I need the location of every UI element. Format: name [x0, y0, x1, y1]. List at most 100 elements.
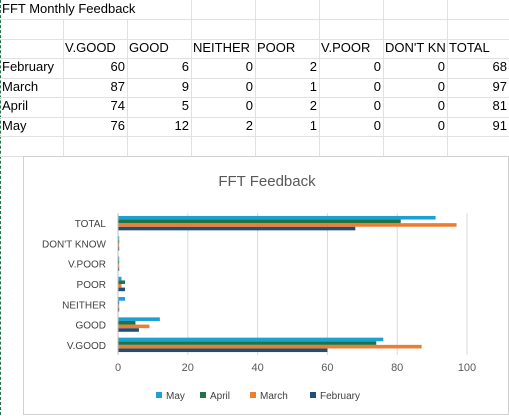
data-cell[interactable]: 1 [309, 118, 317, 133]
data-cell[interactable]: 0 [437, 98, 445, 113]
gridline-horizontal [0, 117, 509, 118]
bar [118, 341, 377, 345]
legend-swatch [310, 392, 316, 398]
row-label-cell[interactable]: April [2, 98, 29, 113]
x-tick-label: 100 [458, 362, 476, 374]
chart-title: FFT Feedback [218, 173, 316, 190]
bar [118, 226, 356, 231]
gridline-horizontal [0, 39, 509, 40]
bar [118, 344, 422, 349]
data-cell[interactable]: 60 [110, 59, 125, 74]
data-cell[interactable]: 0 [373, 98, 381, 113]
gridline-horizontal [0, 78, 509, 79]
column-header-cell[interactable]: V.GOOD [65, 40, 116, 55]
bar [118, 239, 120, 244]
x-tick-label: 40 [251, 362, 263, 374]
data-cell[interactable]: 6 [181, 59, 189, 74]
bar [118, 300, 120, 305]
data-cell[interactable]: 0 [437, 59, 445, 74]
bar [118, 337, 384, 342]
data-cell[interactable]: 0 [373, 59, 381, 74]
y-category-label: GOOD [75, 321, 106, 332]
bar [118, 243, 120, 248]
data-cell[interactable]: 91 [492, 118, 507, 133]
legend-swatch [156, 392, 162, 398]
column-header-cell[interactable]: TOTAL [449, 40, 490, 55]
data-cell[interactable]: 0 [437, 118, 445, 133]
column-header-cell[interactable]: POOR [257, 40, 296, 55]
data-cell[interactable]: 5 [181, 98, 189, 113]
y-category-label: POOR [77, 280, 106, 291]
bar [118, 348, 328, 353]
legend-label: April [210, 391, 230, 402]
row-label-cell[interactable]: May [2, 118, 27, 133]
bar [118, 260, 120, 264]
bar [118, 215, 436, 220]
bar [118, 247, 120, 251]
bar [118, 256, 120, 261]
chart-area[interactable]: FFT Feedback 0 20 40 60 80 100 V.GOOD GOOD NEITH… [23, 156, 509, 415]
sheet-title[interactable]: FFT Monthly Feedback [2, 0, 138, 19]
bar [118, 317, 160, 321]
sheet-left-border [0, 0, 1, 415]
data-cell[interactable]: 12 [174, 118, 189, 133]
bar [118, 219, 401, 224]
legend-swatch [200, 392, 206, 398]
data-cell[interactable]: 2 [309, 59, 317, 74]
gridline-horizontal [0, 97, 509, 98]
bar [118, 236, 120, 240]
x-tick-label: 20 [182, 362, 194, 374]
data-cell[interactable]: 0 [245, 79, 253, 94]
legend-swatch [250, 392, 256, 398]
bar [118, 223, 457, 227]
row-label-cell[interactable]: February [2, 59, 55, 74]
bar [118, 267, 120, 271]
data-cell[interactable]: 74 [110, 98, 125, 113]
bar [118, 328, 139, 332]
bar [118, 284, 122, 288]
gridline-horizontal [0, 19, 509, 20]
y-category-label: V.GOOD [67, 341, 106, 352]
column-header-cell[interactable]: DON'T KN [385, 40, 445, 55]
data-cell[interactable]: 0 [373, 118, 381, 133]
y-category-label: DON'T KNOW [42, 239, 107, 250]
bar [118, 320, 136, 325]
bar [118, 263, 120, 268]
bar [118, 324, 150, 329]
bar [118, 280, 125, 284]
legend-label: March [260, 391, 288, 402]
data-cell[interactable]: 81 [492, 98, 507, 113]
x-tick-label: 0 [115, 362, 121, 374]
y-category-label: V.POOR [68, 260, 106, 271]
data-cell[interactable]: 0 [245, 59, 253, 74]
y-category-label: NEITHER [62, 300, 106, 311]
data-cell[interactable]: 2 [309, 98, 317, 113]
bar [118, 297, 125, 301]
data-cell[interactable]: 76 [110, 118, 125, 133]
row-label-cell[interactable]: March [2, 79, 39, 94]
data-cell[interactable]: 0 [437, 79, 445, 94]
gridline-horizontal [0, 136, 509, 137]
legend-label: February [320, 391, 360, 402]
gridline-horizontal [0, 58, 509, 59]
column-header-cell[interactable]: V.POOR [321, 40, 371, 55]
bar [118, 304, 120, 308]
legend-label: May [166, 391, 185, 402]
data-cell[interactable]: 0 [373, 79, 381, 94]
column-header-cell[interactable]: NEITHER [193, 40, 251, 55]
data-cell[interactable]: 1 [309, 79, 317, 94]
bar [118, 307, 120, 312]
data-cell[interactable]: 87 [110, 79, 125, 94]
bar [118, 287, 125, 292]
x-tick-label: 60 [321, 362, 333, 374]
data-cell[interactable]: 2 [245, 118, 253, 133]
data-cell[interactable]: 97 [492, 79, 507, 94]
data-cell[interactable]: 9 [181, 79, 189, 94]
chart-svg: 0 20 40 60 80 100 V.GOOD GOOD NEITHER POOR V.POOR D… [42, 213, 476, 402]
x-tick-label: 80 [391, 362, 403, 374]
y-category-label: TOTAL [75, 219, 107, 230]
column-header-cell[interactable]: GOOD [129, 40, 169, 55]
data-cell[interactable]: 68 [492, 59, 507, 74]
bar [118, 276, 122, 281]
data-cell[interactable]: 0 [245, 98, 253, 113]
